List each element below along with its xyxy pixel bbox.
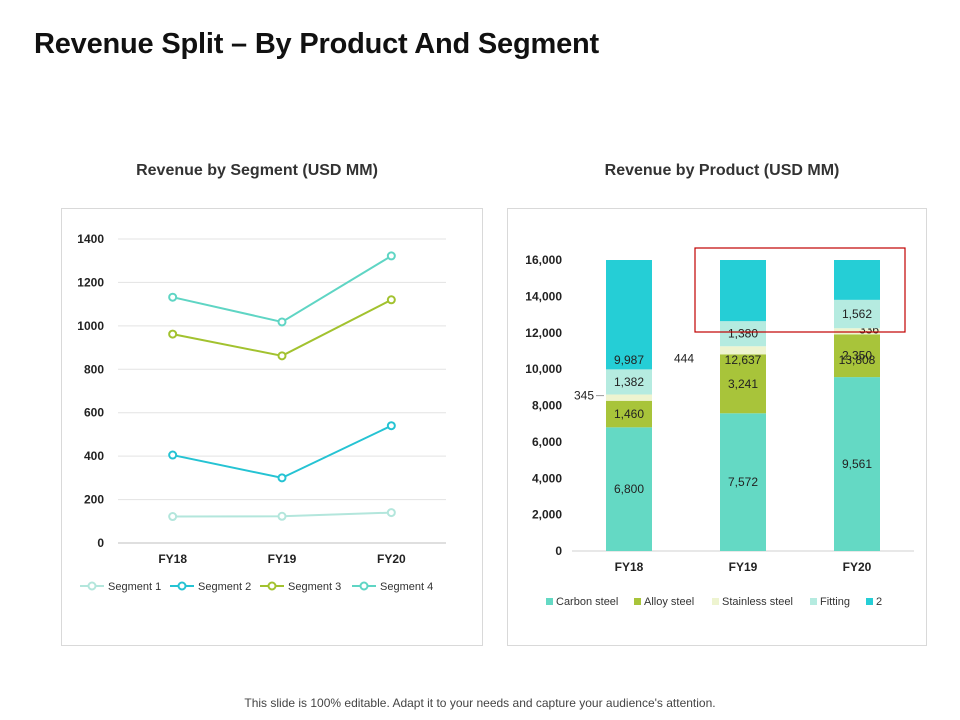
bar-segment-stainless-steel	[720, 346, 766, 355]
y-tick-label: 0	[97, 536, 104, 550]
data-label: 1,562	[842, 307, 872, 321]
series-line-4	[172, 255, 392, 324]
legend-swatch	[712, 598, 719, 605]
data-point	[168, 512, 178, 522]
bar-segment-alloy-steel	[720, 354, 766, 414]
legend-swatch	[810, 598, 817, 605]
y-tick-label: 600	[84, 406, 104, 420]
data-label: 1,380	[728, 327, 758, 341]
legend-swatch	[866, 598, 873, 605]
data-point	[386, 295, 396, 305]
series-line-3	[172, 298, 392, 357]
data-label: 1,460	[614, 407, 644, 421]
data-point	[386, 421, 396, 431]
series-line-2	[172, 424, 392, 479]
footer-note: This slide is 100% editable. Adapt it to…	[244, 696, 716, 710]
data-label: 2,350	[842, 349, 872, 363]
data-label: 1,382	[614, 375, 644, 389]
product-chart-title: Revenue by Product (USD MM)	[604, 162, 840, 179]
y-tick-label: 1400	[77, 232, 104, 246]
y-tick-label: 2,000	[532, 508, 562, 522]
data-label: 3,241	[728, 377, 758, 391]
bar-segment-2	[720, 260, 766, 322]
legend-label: Segment 2	[198, 581, 251, 593]
data-label: 6,800	[614, 482, 644, 496]
bar-segment-stainless-steel	[834, 328, 880, 335]
legend-swatch-marker	[267, 581, 277, 591]
legend-label: Segment 3	[288, 581, 341, 593]
data-point	[386, 251, 396, 261]
data-label: 7,572	[728, 475, 758, 489]
y-tick-label: 10,000	[525, 362, 562, 376]
legend-label: Alloy steel	[644, 596, 694, 608]
data-point	[168, 329, 178, 339]
bar-segment-2	[834, 260, 880, 300]
data-label: 345	[574, 389, 594, 403]
x-tick-label: FY19	[268, 552, 297, 566]
y-tick-label: 1000	[77, 319, 104, 333]
y-tick-label: 8,000	[532, 399, 562, 413]
bar-segment-fitting	[834, 299, 880, 329]
y-tick-label: 400	[84, 449, 104, 463]
data-point	[277, 473, 287, 483]
y-tick-label: 1200	[77, 275, 104, 289]
legend-swatch-marker	[359, 581, 369, 591]
slide-title: Revenue Split – By Product And Segment	[34, 28, 599, 60]
bar-segment-alloy-steel	[606, 400, 652, 428]
segment-chart-title: Revenue by Segment (USD MM)	[136, 162, 378, 179]
data-point	[386, 508, 396, 518]
legend-swatch-marker	[177, 581, 187, 591]
bar-segment-carbon-steel	[834, 377, 880, 551]
y-tick-label: 0	[555, 544, 562, 558]
x-tick-label: FY18	[615, 560, 644, 574]
legend-swatch	[634, 598, 641, 605]
product-stacked-bar-chart: 0 2,000 4,000 6,000 8,000 10,000 12,000 14,000 1…	[525, 247, 914, 608]
y-tick-label: 12,000	[525, 326, 562, 340]
data-label: 13,808	[839, 353, 876, 367]
legend-label: Fitting	[820, 596, 850, 608]
bar-segment-fitting	[720, 321, 766, 347]
bar-segment-carbon-steel	[606, 427, 652, 551]
legend-label: Stainless steel	[722, 596, 793, 608]
y-tick-label: 800	[84, 362, 104, 376]
x-tick-label: FY20	[843, 560, 872, 574]
data-point	[277, 317, 287, 327]
highlight-box	[694, 247, 906, 333]
data-point	[168, 450, 178, 460]
segment-chart-panel: 0 200 400 600 800 1000 1200 1400 FY18 FY19 FY20 Seg…	[61, 208, 483, 646]
bar-segment-alloy-steel	[834, 334, 880, 378]
y-tick-label: 4,000	[532, 471, 562, 485]
data-point	[168, 292, 178, 302]
data-label: 9,987	[614, 353, 644, 367]
legend-label: Segment 4	[380, 581, 433, 593]
y-tick-label: 14,000	[525, 289, 562, 303]
data-point	[277, 351, 287, 361]
bar-segment-2	[606, 260, 652, 370]
bar-segment-fitting	[606, 369, 652, 395]
x-tick-label: FY19	[729, 560, 758, 574]
data-label: 12,637	[725, 353, 762, 367]
y-tick-label: 200	[84, 493, 104, 507]
legend-label: Carbon steel	[556, 596, 618, 608]
data-point	[277, 511, 287, 521]
bar-segment-stainless-steel	[606, 394, 652, 401]
x-tick-label: FY20	[377, 552, 406, 566]
bar-segment-carbon-steel	[720, 413, 766, 551]
y-tick-label: 16,000	[525, 253, 562, 267]
product-chart-panel: 0 2,000 4,000 6,000 8,000 10,000 12,000 14,000 1…	[507, 208, 927, 646]
data-label: 444	[674, 351, 694, 365]
legend-label: Segment 1	[108, 581, 161, 593]
legend-label: 2	[876, 596, 882, 608]
data-label: 9,561	[842, 457, 872, 471]
legend-swatch	[546, 598, 553, 605]
legend-swatch-marker	[87, 581, 97, 591]
x-tick-label: FY18	[158, 552, 187, 566]
y-tick-label: 6,000	[532, 435, 562, 449]
segment-line-chart: 0 200 400 600 800 1000 1200 1400 FY18 FY19 FY20 Seg…	[77, 232, 446, 593]
